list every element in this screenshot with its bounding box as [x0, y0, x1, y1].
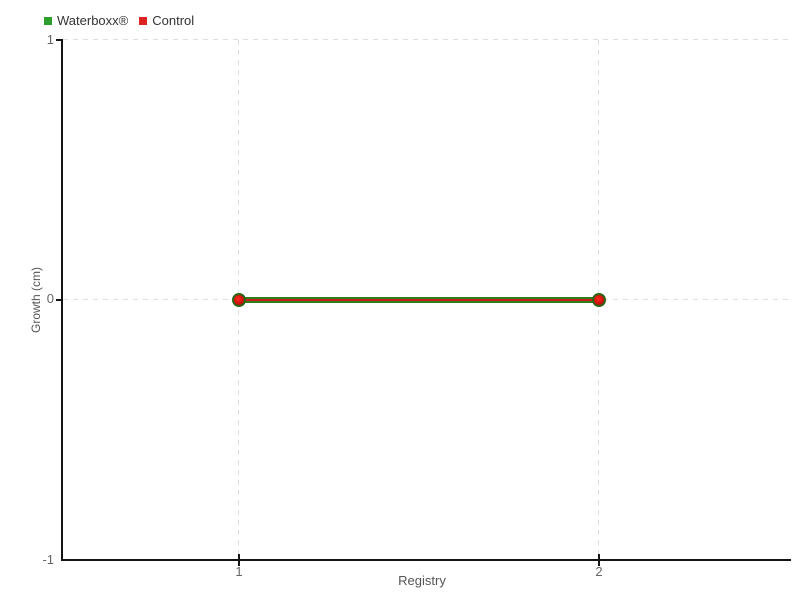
data-point-x1 [232, 293, 246, 307]
legend-item-waterboxx: Waterboxx® [44, 13, 128, 28]
y-tick-mark-1 [56, 39, 63, 41]
x-axis-title: Registry [398, 573, 446, 588]
x-tick-label-2: 2 [595, 564, 603, 579]
x-axis-line [61, 559, 791, 561]
legend-label-waterboxx: Waterboxx® [57, 13, 129, 28]
legend-item-control: Control [139, 13, 194, 28]
x-tick-label-1: 1 [235, 564, 243, 579]
legend-label-control: Control [152, 13, 195, 28]
control-swatch-icon [139, 16, 148, 25]
data-point-x2 [592, 293, 606, 307]
y-tick-label-0: 0 [46, 291, 54, 306]
y-tick-label-minus1: -1 [42, 552, 54, 567]
y-tick-label-1: 1 [46, 32, 54, 47]
x-tick-mark-1 [238, 554, 240, 566]
chart-legend: Waterboxx® Control [44, 13, 194, 28]
waterboxx-swatch-icon [44, 16, 52, 25]
x-tick-mark-2 [598, 554, 600, 566]
y-axis-title: Growth (cm) [29, 267, 43, 333]
gridline-y1 [63, 39, 790, 40]
waterboxx-series-line [239, 297, 600, 303]
control-series-line [239, 299, 600, 301]
y-tick-mark-0 [56, 299, 63, 301]
